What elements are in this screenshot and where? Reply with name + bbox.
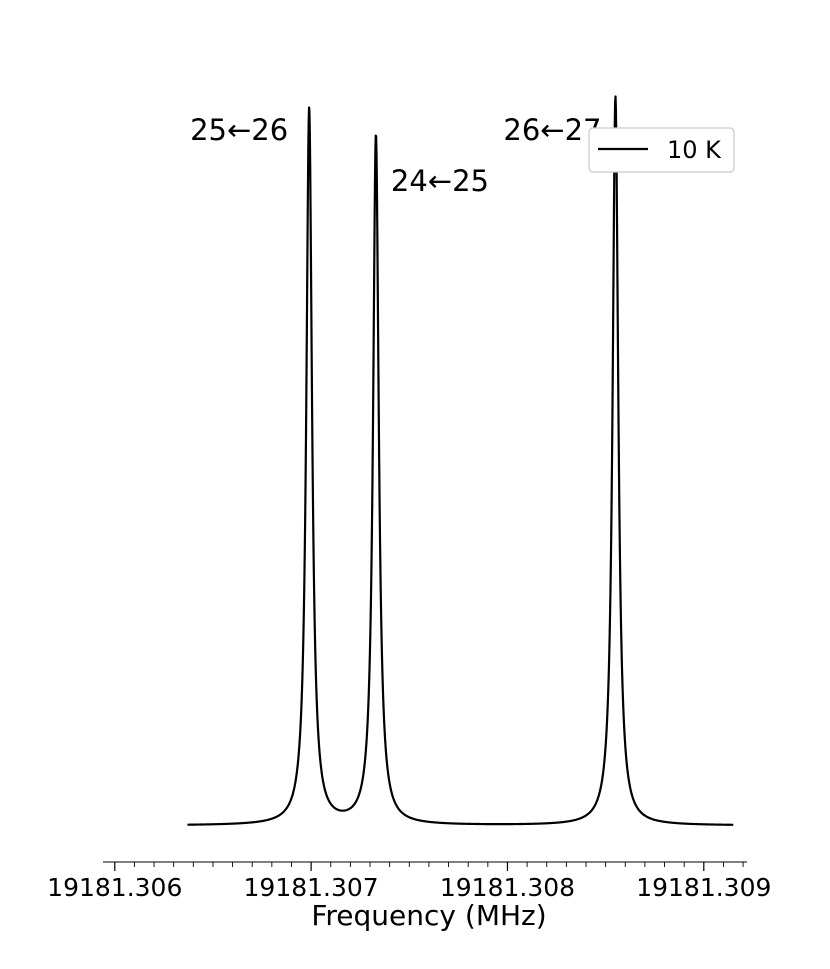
plot-area xyxy=(186,95,734,826)
peak-label-25-26: 25←26 xyxy=(190,113,288,147)
x-axis: 19181.306 19181.307 19181.308 19181.309 xyxy=(47,861,771,902)
x-tick-label: 19181.309 xyxy=(636,873,771,902)
x-tick-label: 19181.306 xyxy=(47,873,182,902)
x-axis-label: Frequency (MHz) xyxy=(311,899,546,932)
spectrum-line xyxy=(186,95,734,826)
legend-box xyxy=(588,127,735,173)
x-tick-label: 19181.308 xyxy=(440,873,575,902)
legend: 10 K xyxy=(588,127,735,173)
x-tick-label: 19181.307 xyxy=(244,873,379,902)
legend-label: 10 K xyxy=(667,136,722,164)
peak-label-24-25: 24←25 xyxy=(391,164,489,198)
peak-label-26-27: 26←27 xyxy=(503,113,601,147)
